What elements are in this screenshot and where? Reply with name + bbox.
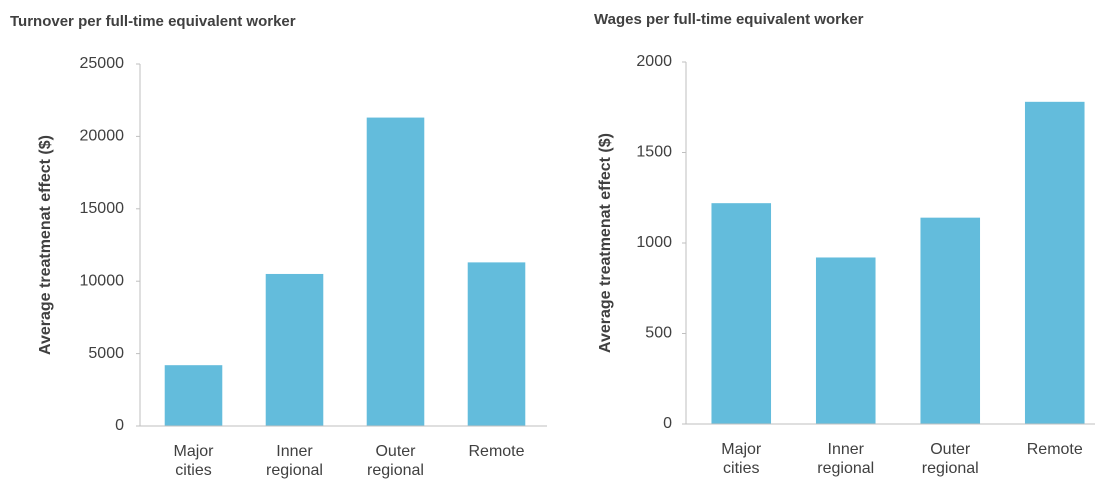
x-tick-label: Major cities (721, 441, 762, 477)
bar (1024, 101, 1085, 424)
x-tick-label: Remote (468, 443, 524, 460)
x-tick-label: Inner regional (266, 443, 323, 479)
bar (366, 117, 425, 427)
y-tick-label: 1000 (636, 234, 672, 251)
y-tick-label: 1500 (636, 144, 672, 161)
x-tick-label: Remote (1027, 441, 1083, 458)
bar (815, 257, 876, 424)
chart-title: Wages per full-time equivalent worker (594, 11, 864, 28)
bar (164, 365, 223, 426)
y-axis-label: Average treatmenat effect ($) (37, 135, 54, 355)
bar (265, 273, 324, 426)
y-tick-label: 5000 (88, 345, 124, 362)
y-tick-label: 20000 (80, 128, 125, 145)
x-tick-label: Outer regional (922, 441, 979, 477)
y-tick-label: 0 (663, 415, 672, 432)
chart-title: Turnover per full-time equivalent worker (10, 13, 296, 30)
y-tick-label: 0 (115, 417, 124, 434)
x-tick-label: Inner regional (817, 441, 874, 477)
bar (467, 262, 526, 426)
y-tick-label: 500 (645, 325, 672, 342)
y-tick-label: 10000 (80, 272, 125, 289)
y-tick-label: 15000 (80, 200, 125, 217)
x-tick-label: Major cities (173, 443, 214, 479)
bar (711, 203, 772, 424)
y-axis-label: Average treatmenat effect ($) (597, 133, 614, 353)
x-tick-label: Outer regional (367, 443, 424, 479)
y-tick-label: 2000 (636, 53, 672, 70)
bar (920, 217, 981, 424)
y-tick-label: 25000 (80, 55, 125, 72)
